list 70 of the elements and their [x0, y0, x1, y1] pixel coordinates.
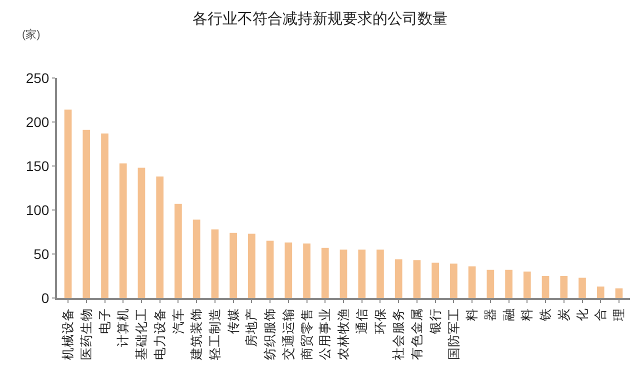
bar: [321, 248, 329, 298]
bar: [376, 250, 384, 298]
bar: [432, 262, 439, 298]
x-tick-label: 商贸零售: [300, 308, 314, 360]
bar: [413, 260, 421, 298]
bar: [174, 204, 182, 298]
chart-title: 各行业不符合减持新规要求的公司数量: [192, 10, 448, 28]
x-tick-label: 传媒: [226, 308, 240, 334]
x-tick-label: 理: [612, 308, 626, 321]
x-tick-label: 建筑装饰: [190, 308, 204, 361]
bar: [230, 232, 237, 298]
x-tick-label: 国防军工: [446, 308, 461, 360]
bar: [101, 133, 108, 298]
x-tick-label: 医药生物: [79, 308, 94, 360]
x-tick-label: 炭: [556, 308, 571, 321]
x-tick-label: 纺织服饰: [263, 308, 278, 360]
y-tick-label: 150: [26, 158, 50, 174]
bar: [505, 270, 512, 298]
x-tick-label: 铁: [538, 308, 553, 322]
x-tick-label: 环保: [373, 308, 388, 334]
bar: [119, 163, 127, 298]
x-tick-label: 电力设备: [152, 308, 167, 360]
bar: [248, 234, 256, 298]
bar: [266, 240, 274, 298]
y-tick-label: 250: [26, 70, 50, 86]
bar: [394, 259, 402, 298]
bar: [615, 288, 623, 298]
x-tick-label: 公用事业: [318, 308, 332, 360]
y-tick-label: 50: [34, 246, 50, 262]
bar: [211, 229, 219, 298]
x-tick-label: 器: [483, 308, 498, 321]
bar: [284, 242, 292, 298]
x-tick-label: 基础化工: [134, 308, 149, 360]
bar: [542, 276, 550, 298]
y-tick-label: 200: [26, 114, 50, 130]
y-tick-label: 100: [26, 202, 50, 218]
bar: [578, 278, 586, 298]
bar: [340, 250, 348, 298]
x-tick-label: 汽车: [171, 308, 186, 334]
bar: [358, 250, 366, 298]
bar: [523, 272, 531, 298]
bar: [82, 130, 90, 298]
x-tick-label: 化: [575, 308, 590, 321]
bar: [192, 220, 200, 298]
x-tick-label: 融: [502, 308, 516, 321]
x-tick-label: 合: [594, 308, 608, 321]
bar: [156, 176, 164, 298]
x-tick-label: 料: [520, 308, 534, 321]
x-tick-label: 计算机: [116, 308, 130, 347]
x-tick-label: 社会服务: [392, 308, 406, 360]
bar: [303, 243, 310, 298]
x-tick-label: 有色金属: [410, 308, 424, 360]
bar: [138, 168, 146, 298]
y-tick-label: 0: [41, 290, 50, 306]
bar: [64, 110, 72, 298]
y-axis-title: (家): [22, 28, 40, 41]
bar: [560, 276, 568, 298]
x-tick-label: 轻工制造: [208, 308, 222, 360]
x-tick-label: 交通运输: [280, 308, 296, 360]
x-tick-label: 电子: [98, 308, 112, 334]
x-tick-label: 农林牧渔: [336, 308, 351, 360]
bar: [450, 264, 458, 298]
x-tick-label: 通信: [354, 308, 369, 334]
x-tick-label: 料: [465, 308, 480, 321]
x-tick-label: 机械设备: [61, 308, 76, 360]
x-tick-label: 银行: [428, 308, 442, 335]
bar: [486, 270, 494, 298]
bar: [596, 286, 604, 298]
x-tick-label: 房地产: [244, 308, 259, 347]
bar: [468, 266, 476, 298]
